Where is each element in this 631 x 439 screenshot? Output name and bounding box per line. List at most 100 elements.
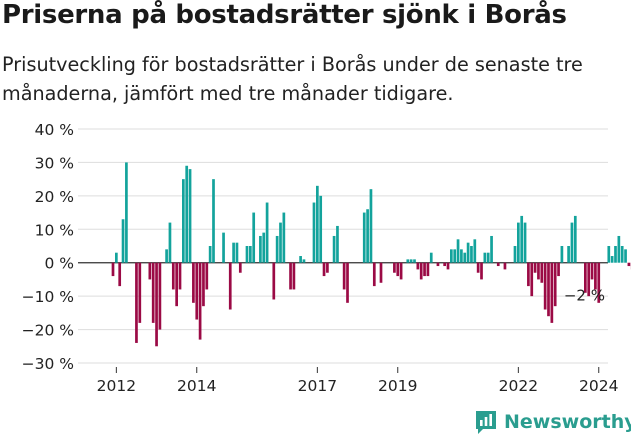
bar bbox=[282, 212, 286, 263]
y-tick-label: 40 % bbox=[35, 121, 74, 139]
bar bbox=[503, 262, 507, 270]
bar bbox=[463, 252, 467, 263]
bar bbox=[620, 246, 624, 263]
bar bbox=[584, 262, 587, 293]
bar bbox=[520, 215, 524, 263]
bar bbox=[135, 262, 138, 343]
bar bbox=[125, 162, 128, 263]
bar bbox=[111, 262, 115, 277]
bar bbox=[202, 262, 205, 307]
x-tick-label: 2012 bbox=[97, 377, 136, 395]
bar bbox=[567, 246, 570, 263]
bar bbox=[406, 259, 410, 263]
newsworthy-logo: Newsworthy bbox=[474, 405, 631, 439]
bar bbox=[362, 212, 366, 263]
bar bbox=[540, 262, 544, 283]
bar bbox=[550, 262, 554, 323]
bar bbox=[413, 259, 416, 263]
bar bbox=[527, 262, 530, 287]
bar bbox=[587, 262, 591, 297]
bar bbox=[496, 262, 500, 267]
bar bbox=[523, 222, 527, 263]
bar bbox=[322, 262, 326, 277]
bar bbox=[316, 185, 319, 263]
bar bbox=[399, 262, 403, 280]
bar bbox=[238, 262, 242, 273]
bar bbox=[490, 235, 493, 263]
bar bbox=[138, 262, 142, 323]
bar bbox=[228, 262, 232, 310]
y-tick-label: −30 % bbox=[22, 355, 74, 373]
bar bbox=[289, 262, 292, 290]
bar bbox=[312, 202, 316, 263]
bar bbox=[480, 262, 483, 280]
bar bbox=[299, 256, 302, 263]
bar bbox=[594, 262, 597, 290]
bar bbox=[192, 262, 195, 303]
bar bbox=[486, 252, 490, 263]
bar bbox=[121, 219, 125, 263]
bar bbox=[178, 262, 182, 290]
bar bbox=[249, 246, 252, 263]
x-tick-label: 2019 bbox=[378, 377, 417, 395]
y-axis-ticks: 40 % 30 % 20 % 10 % 0 % −10 % −20 % −30 % bbox=[22, 121, 74, 373]
bar bbox=[148, 262, 152, 280]
bar bbox=[332, 235, 336, 263]
bar bbox=[342, 262, 346, 290]
bar bbox=[614, 246, 617, 263]
bar bbox=[617, 235, 621, 263]
bar bbox=[379, 262, 383, 283]
bar bbox=[198, 262, 202, 340]
bars bbox=[111, 162, 631, 347]
bar bbox=[155, 262, 158, 347]
bar bbox=[513, 246, 517, 263]
bar bbox=[560, 246, 564, 263]
bar bbox=[262, 232, 266, 263]
bar bbox=[275, 235, 279, 263]
bar bbox=[450, 249, 453, 263]
bar bbox=[165, 249, 168, 263]
bar bbox=[292, 262, 296, 290]
bar bbox=[530, 262, 534, 297]
newsworthy-logo-icon bbox=[476, 411, 496, 434]
bar bbox=[115, 252, 118, 263]
bar bbox=[302, 259, 306, 263]
bar bbox=[537, 262, 540, 280]
x-axis: 2012 2014 2017 2019 2022 2024 bbox=[97, 367, 618, 395]
bar bbox=[208, 246, 212, 263]
bar bbox=[346, 262, 349, 303]
bar bbox=[453, 249, 457, 263]
bar bbox=[212, 179, 215, 263]
bar bbox=[205, 262, 209, 290]
bar bbox=[553, 262, 557, 307]
bar bbox=[456, 239, 460, 263]
bar bbox=[607, 246, 611, 263]
chart-subtitle: Prisutveckling för bostadsrätter i Borås… bbox=[2, 53, 583, 105]
y-tick-label: −10 % bbox=[22, 288, 74, 306]
bar bbox=[168, 222, 172, 263]
bar bbox=[188, 169, 192, 263]
bar-chart: 40 %30 %20 %10 %0 %−10 %−20 %−30 % 2012 2… bbox=[22, 121, 631, 395]
x-tick-label: 2022 bbox=[499, 377, 538, 395]
bar bbox=[393, 262, 396, 273]
bar bbox=[466, 242, 470, 263]
y-tick-label: −20 % bbox=[22, 322, 74, 340]
bar bbox=[610, 256, 614, 263]
bar bbox=[429, 252, 433, 263]
bar bbox=[396, 262, 400, 277]
bar bbox=[460, 249, 463, 263]
bar bbox=[158, 262, 162, 330]
bar bbox=[252, 212, 256, 263]
bar bbox=[624, 249, 627, 263]
bar bbox=[151, 262, 155, 323]
bar bbox=[533, 262, 537, 273]
bar bbox=[443, 262, 446, 267]
y-tick-label: 0 % bbox=[44, 255, 74, 273]
bar bbox=[573, 215, 577, 263]
bar bbox=[483, 252, 487, 263]
bar bbox=[419, 262, 423, 280]
bar bbox=[627, 262, 631, 267]
bar bbox=[279, 222, 282, 263]
bar bbox=[543, 262, 547, 310]
bar bbox=[426, 262, 430, 277]
